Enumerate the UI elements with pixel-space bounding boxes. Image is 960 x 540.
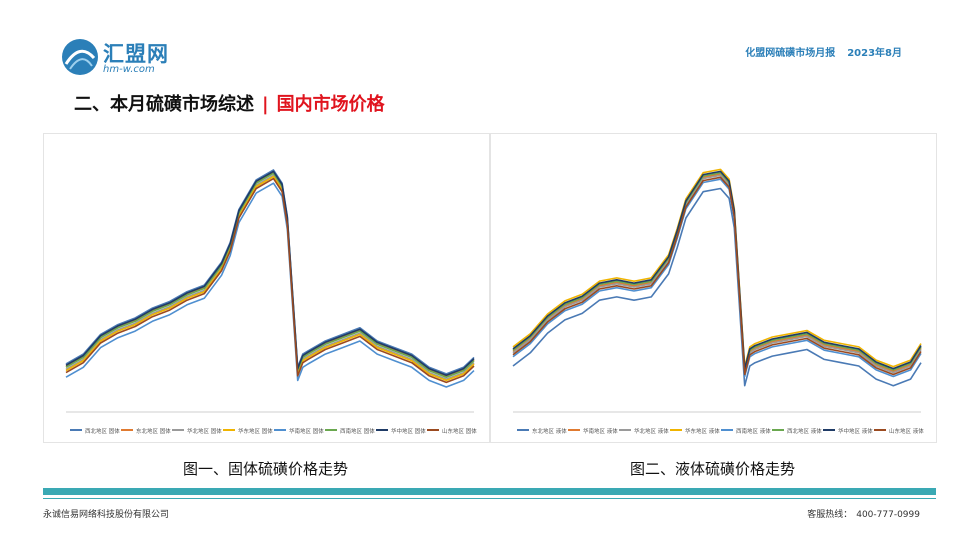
solid-sulfur-chart-svg: 西北地区 固体 东北地区 固体 华北地区 固体 华东地区 固体 华南地区 固体 西南地区 … [65, 169, 477, 435]
liquid-series-line-7 [512, 170, 922, 370]
liquid-legend-label-7: 华中地区 液体 [838, 427, 873, 435]
solid-sulfur-chart: 西北地区 固体 东北地区 固体 华北地区 固体 华东地区 固体 华南地区 固体 西南地区 … [43, 133, 490, 443]
solid-series-line-7 [65, 170, 475, 376]
hotline: 客服热线： 400-777-0999 [803, 507, 920, 520]
logo-url: hm-w.com [103, 64, 155, 75]
liquid-legend-label-4: 华东地区 液体 [685, 427, 720, 435]
liquid-chart-caption: 图二、液体硫磺价格走势 [629, 460, 795, 478]
report-title: 化盟网硫磺市场月报 2023年8月 [733, 44, 902, 59]
company-logo [62, 39, 98, 75]
solid-legend-label-1: 西北地区 固体 [85, 427, 120, 435]
liquid-series-line-3 [512, 174, 922, 374]
solid-legend-label-8: 山东地区 固体 [442, 427, 477, 435]
company-name: 永诚信易网络科技股份有限公司 [43, 510, 170, 520]
solid-series-line-1 [65, 169, 475, 375]
report-date: 2023年8月 [847, 48, 902, 59]
liquid-legend-label-1: 东北地区 液体 [532, 427, 567, 435]
liquid-series-line-8 [512, 176, 922, 376]
liquid-legend-label-8: 山东地区 液体 [889, 427, 924, 435]
liquid-series-line-6 [512, 171, 922, 371]
liquid-series-line-1 [512, 187, 922, 387]
solid-series-line-6 [65, 172, 475, 378]
footer-divider-thin [43, 498, 936, 499]
solid-series-line-3 [65, 174, 475, 380]
solid-chart-caption: 图一、固体硫磺价格走势 [182, 460, 348, 478]
section-subtitle: 国内市场价格 [276, 94, 385, 115]
report-title-text: 化盟网硫磺市场月报 [745, 48, 836, 59]
hotline-label: 客服热线： [807, 510, 853, 520]
heading-separator: | [262, 94, 269, 115]
footer-divider-thick [43, 488, 936, 495]
section-heading: 二、本月硫磺市场综述 | 国内市场价格 [74, 90, 385, 116]
solid-legend-label-6: 西南地区 固体 [340, 427, 375, 435]
solid-legend-label-3: 华北地区 固体 [187, 427, 222, 435]
liquid-sulfur-chart: 东北地区 液体 华南地区 液体 华北地区 液体 华东地区 液体 西南地区 液体 西北地区 … [490, 133, 937, 443]
solid-series-line-8 [65, 177, 475, 384]
liquid-legend-label-2: 华南地区 液体 [583, 427, 618, 435]
solid-series-line-4 [65, 175, 475, 382]
solid-legend-label-7: 华中地区 固体 [391, 427, 426, 435]
liquid-sulfur-chart-svg: 东北地区 液体 华南地区 液体 华北地区 液体 华东地区 液体 西南地区 液体 西北地区 … [512, 168, 924, 435]
solid-series-line-2 [65, 171, 475, 378]
solid-legend-label-4: 华东地区 固体 [238, 427, 273, 435]
hotline-number: 400-777-0999 [856, 510, 920, 520]
solid-legend-label-2: 东北地区 固体 [136, 427, 171, 435]
section-title: 二、本月硫磺市场综述 [74, 94, 254, 115]
liquid-legend-label-5: 西南地区 液体 [736, 427, 771, 435]
liquid-series-line-2 [512, 173, 922, 372]
liquid-legend-label-3: 华北地区 液体 [634, 427, 669, 435]
logo-text: 汇盟网 [103, 42, 169, 66]
solid-legend-label-5: 华南地区 固体 [289, 427, 324, 435]
liquid-series-line-4 [512, 168, 922, 368]
liquid-legend-label-6: 西北地区 液体 [787, 427, 822, 435]
